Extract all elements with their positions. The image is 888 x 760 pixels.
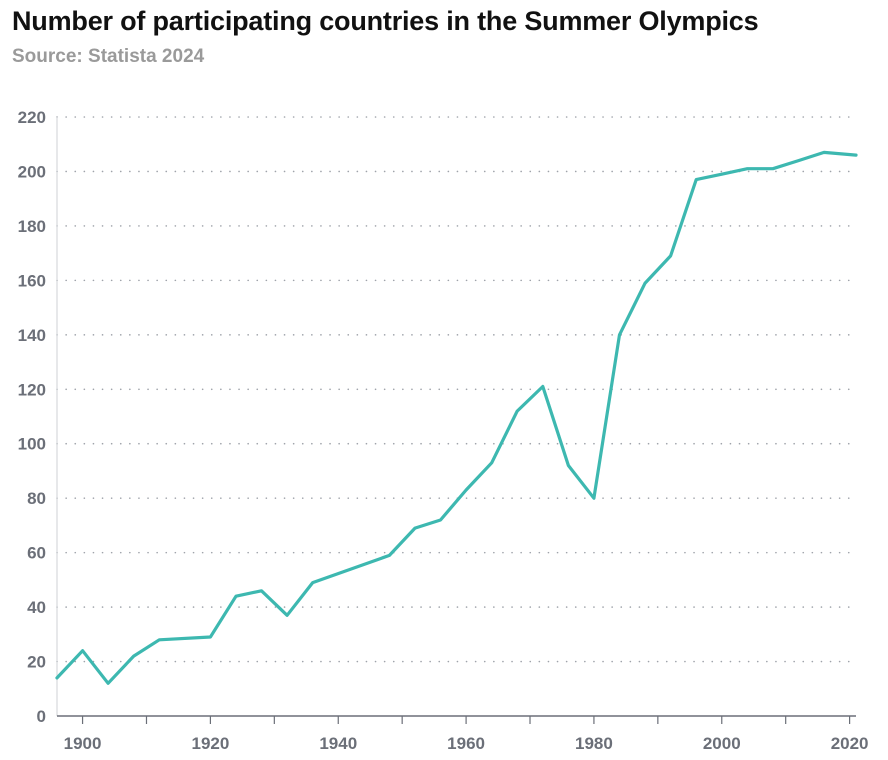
chart-subtitle: Source: Statista 2024	[12, 46, 205, 67]
y-tick-label: 120	[18, 380, 46, 399]
y-tick-label: 80	[27, 489, 46, 508]
x-tick-label: 2020	[831, 734, 869, 753]
y-tick-label: 60	[27, 544, 46, 563]
y-tick-label: 200	[18, 162, 46, 181]
y-tick-label: 160	[18, 271, 46, 290]
x-axis: 1900 1920 1940 1960 1980 2000 2020	[57, 715, 869, 753]
y-tick-label: 180	[18, 217, 46, 236]
x-tick-label: 1940	[319, 734, 357, 753]
series-line	[55, 150, 858, 685]
y-tick-label: 20	[27, 653, 46, 672]
grid-lines	[56, 116, 857, 663]
x-tick-label: 1900	[64, 734, 102, 753]
y-axis: 0 20 40 60 80 100 120 140 160 180 200 220	[18, 108, 58, 726]
series-line-group	[55, 150, 858, 685]
y-tick-label: 40	[27, 598, 46, 617]
y-tick-label: 100	[18, 435, 46, 454]
x-tick-label: 2000	[703, 734, 741, 753]
chart-title: Number of participating countries in the…	[12, 6, 759, 36]
x-tick-label: 1920	[191, 734, 229, 753]
y-tick-label: 220	[18, 108, 46, 127]
x-tick-label: 1980	[575, 734, 613, 753]
y-tick-label: 140	[18, 326, 46, 345]
y-tick-label: 0	[37, 707, 46, 726]
x-tick-label: 1960	[447, 734, 485, 753]
